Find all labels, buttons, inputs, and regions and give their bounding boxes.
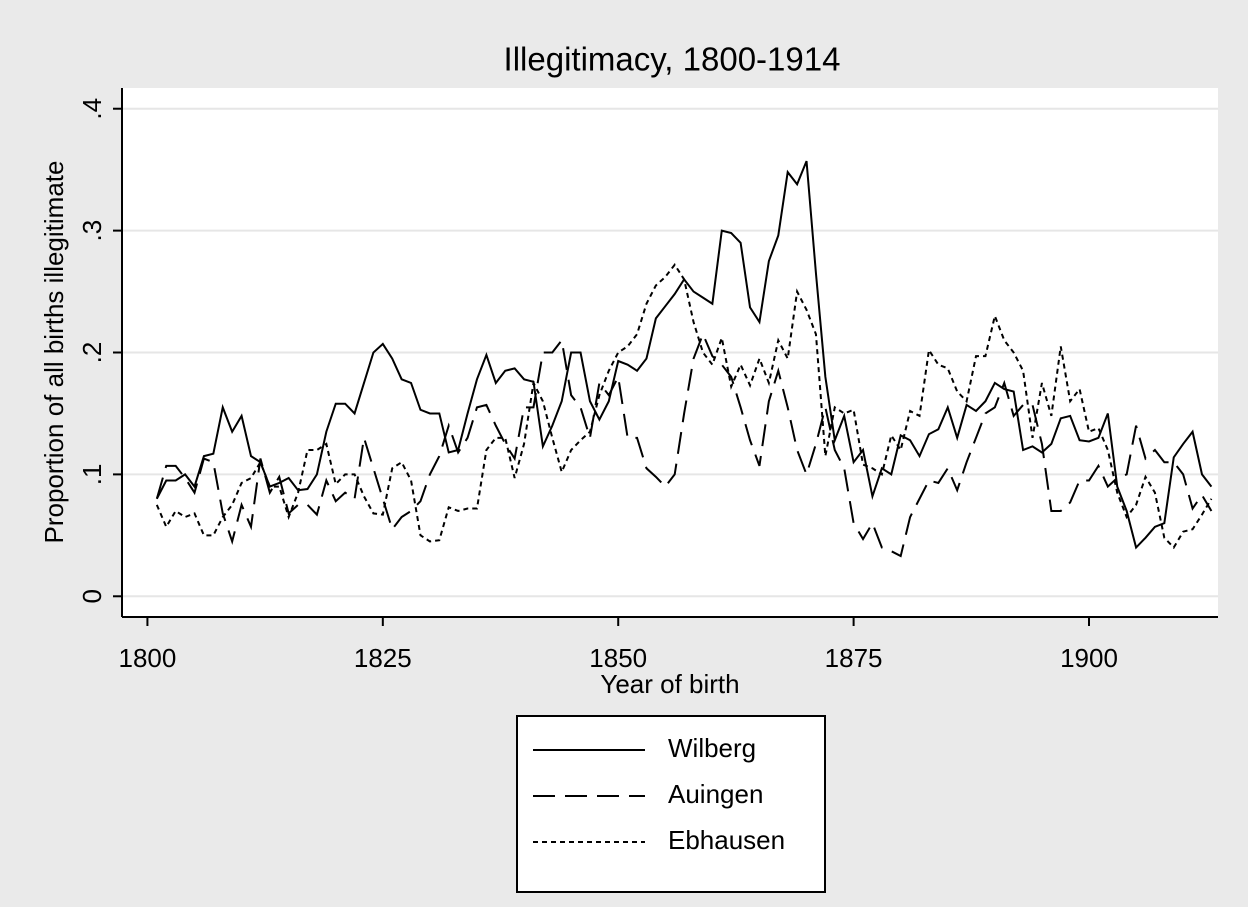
legend-label: Ebhausen	[668, 825, 785, 855]
x-axis-label: Year of birth	[600, 669, 739, 699]
x-tick-label: 1875	[825, 643, 883, 673]
x-tick-label: 1900	[1060, 643, 1118, 673]
x-tick-label: 1850	[589, 643, 647, 673]
legend-box	[516, 715, 826, 893]
legend-label: Auingen	[668, 779, 763, 809]
x-tick-label: 1825	[354, 643, 412, 673]
y-tick-label: 0	[77, 589, 107, 603]
y-tick-label: .4	[77, 98, 107, 120]
series-line	[155, 263, 1213, 550]
chart-title: Illegitimacy, 1800-1914	[504, 41, 841, 78]
y-tick-label: .1	[77, 464, 107, 486]
x-tick-label: 1800	[119, 643, 177, 673]
y-tick-label: .2	[77, 342, 107, 364]
y-tick-label: .3	[77, 220, 107, 242]
y-axis-label: Proportion of all births illegitimate	[39, 161, 69, 544]
legend-label: Wilberg	[668, 733, 756, 763]
